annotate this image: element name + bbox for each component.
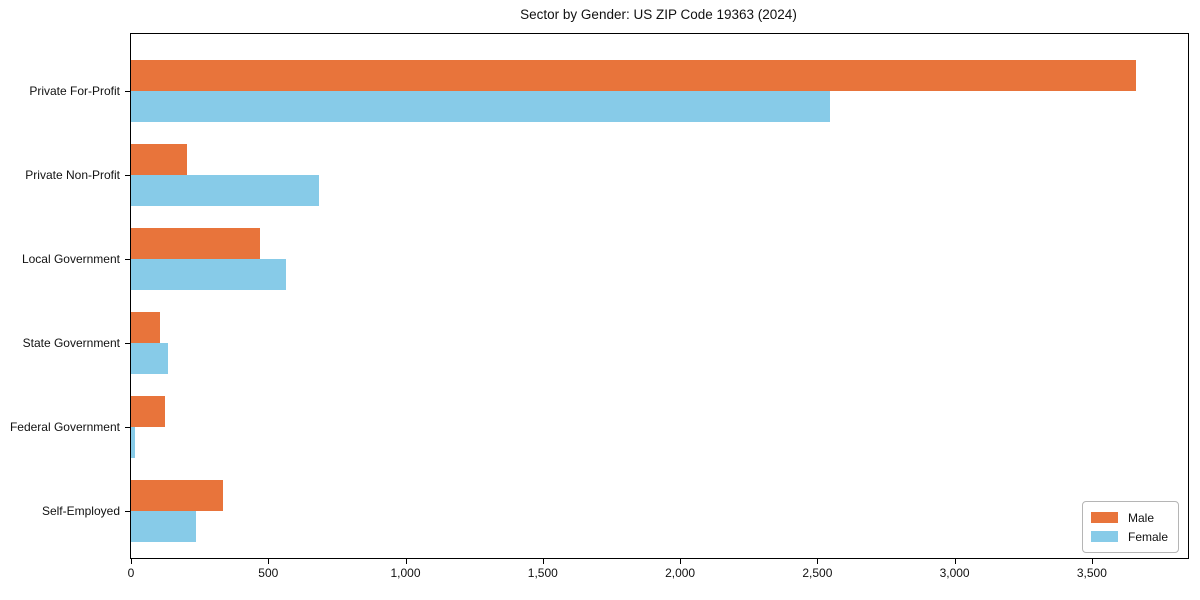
x-axis-tick-label: 2,000 xyxy=(665,566,696,580)
bar-male-state-government xyxy=(131,312,160,343)
y-axis-tick xyxy=(125,427,130,428)
bar-female-federal-government xyxy=(131,427,136,458)
x-axis-tick-label: 3,500 xyxy=(1076,566,1107,580)
x-axis-tick xyxy=(680,559,682,564)
bar-female-self-employed xyxy=(131,511,196,542)
bar-female-private-non-profit xyxy=(131,175,320,206)
legend-swatch-male xyxy=(1090,512,1118,523)
legend: Male Female xyxy=(1081,501,1179,553)
bar-male-private-non-profit xyxy=(131,144,188,175)
category-label-state-government: State Government xyxy=(22,336,120,350)
y-axis-tick xyxy=(125,91,130,92)
bar-male-federal-government xyxy=(131,396,165,427)
x-axis-tick xyxy=(817,559,819,564)
x-axis-tick-label: 500 xyxy=(258,566,279,580)
bar-male-self-employed xyxy=(131,480,223,511)
x-axis-tick xyxy=(1091,559,1093,564)
category-label-private-non-profit: Private Non-Profit xyxy=(25,168,120,182)
y-axis-tick xyxy=(125,259,130,260)
category-label-federal-government: Federal Government xyxy=(9,420,120,434)
x-axis-tick xyxy=(268,559,270,564)
legend-item-female: Female xyxy=(1090,527,1168,546)
x-axis-tick-label: 1,000 xyxy=(390,566,421,580)
x-axis-tick-label: 0 xyxy=(127,566,135,580)
x-axis-tick-label: 1,500 xyxy=(527,566,558,580)
category-label-local-government: Local Government xyxy=(21,252,120,266)
bar-male-private-for-profit xyxy=(131,60,1136,91)
legend-item-male: Male xyxy=(1090,508,1168,527)
legend-label-female: Female xyxy=(1127,529,1168,544)
category-label-self-employed: Self-Employed xyxy=(41,504,120,518)
category-label-private-for-profit: Private For-Profit xyxy=(29,84,120,98)
bar-male-local-government xyxy=(131,228,260,259)
bar-female-local-government xyxy=(131,259,287,290)
bar-female-private-for-profit xyxy=(131,91,830,122)
x-axis-tick xyxy=(131,559,132,564)
legend-swatch-female xyxy=(1090,531,1118,542)
x-axis-tick-label: 3,000 xyxy=(939,566,970,580)
chart-title: Sector by Gender: US ZIP Code 19363 (202… xyxy=(520,7,797,22)
x-axis-tick-label: 2,500 xyxy=(802,566,833,580)
y-axis-tick xyxy=(125,511,130,512)
y-axis-tick xyxy=(125,343,130,344)
x-axis-tick xyxy=(542,559,544,564)
y-axis-tick xyxy=(125,175,130,176)
bar-female-state-government xyxy=(131,343,168,374)
x-axis-tick xyxy=(405,559,407,564)
plot-area xyxy=(130,33,1189,559)
legend-label-male: Male xyxy=(1127,510,1154,525)
x-axis-tick xyxy=(954,559,956,564)
